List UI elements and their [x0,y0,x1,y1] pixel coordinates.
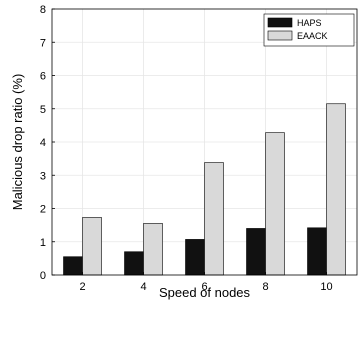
bar-haps-10 [307,227,327,276]
x-tick-label: 8 [262,281,268,293]
bar-eaack-6 [204,162,224,276]
bar-eaack-8 [265,132,285,276]
y-tick-label: 4 [40,137,46,149]
x-axis-label: Speed of nodes [159,285,251,300]
bar-eaack-10 [326,103,346,276]
y-tick-label: 0 [40,270,46,282]
bar-haps-2 [63,256,83,276]
x-tick-label: 6 [201,281,207,293]
x-tick-label: 10 [320,281,332,293]
legend-swatch-eaack [267,30,293,41]
y-tick-label: 6 [40,71,46,83]
legend-swatch-haps [267,17,293,28]
x-tick-label: 2 [79,281,85,293]
y-tick-label: 3 [40,170,46,182]
legend-label-haps: HAPS [297,18,322,28]
bar-haps-8 [246,228,266,276]
y-tick-label: 1 [40,237,46,249]
x-tick-label: 4 [140,281,146,293]
bar-haps-6 [185,239,205,276]
y-axis-label: Malicious drop ratio (%) [10,74,25,211]
y-axis-ticks: 0 1 2 3 4 5 6 7 8 [40,4,55,282]
y-tick-label: 8 [40,4,46,16]
legend: HAPS EAACK [263,13,355,47]
legend-label-eaack: EAACK [297,31,328,41]
y-tick-label: 2 [40,204,46,216]
bar-eaack-2 [82,217,102,276]
bar-eaack-4 [143,223,163,276]
y-tick-label: 7 [40,37,46,49]
x-axis-ticks: 2 4 6 8 10 [79,272,333,293]
bar-haps-4 [124,251,144,276]
y-tick-label: 5 [40,104,46,116]
